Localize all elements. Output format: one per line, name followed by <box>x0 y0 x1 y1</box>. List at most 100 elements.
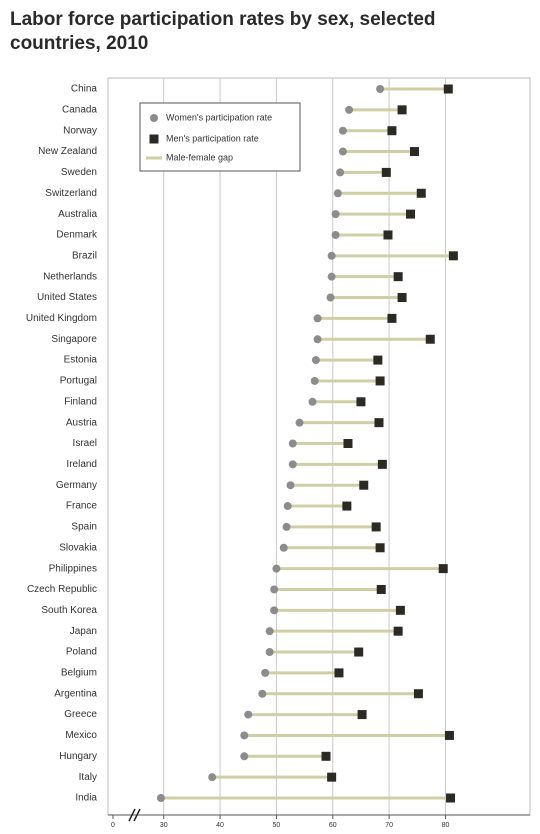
legend-men-marker <box>149 134 159 144</box>
women-dot <box>327 251 336 260</box>
legend-box <box>139 102 301 172</box>
category-label: New Zealand <box>38 146 97 157</box>
category-label: Belgium <box>61 668 97 679</box>
women-dot <box>288 460 297 469</box>
women-dot <box>156 794 165 802</box>
men-square <box>357 710 367 720</box>
category-label: Brazil <box>72 250 97 261</box>
men-square <box>375 543 385 553</box>
men-square <box>373 355 383 365</box>
men-square <box>321 751 331 761</box>
category-label: Argentina <box>54 688 97 699</box>
women-dot <box>288 439 297 448</box>
men-square <box>397 293 407 303</box>
men-square <box>416 188 426 198</box>
women-dot <box>313 314 322 323</box>
x-tick-label: 0 <box>111 822 115 829</box>
x-tick-label: 80 <box>442 822 450 829</box>
category-label: Philippines <box>49 563 97 574</box>
category-label: Australia <box>58 209 97 220</box>
women-dot <box>345 105 354 114</box>
men-square <box>425 334 435 344</box>
women-dot <box>338 126 347 135</box>
women-dot <box>270 606 279 615</box>
category-label: Estonia <box>64 355 98 366</box>
category-label: Mexico <box>65 730 97 741</box>
women-dot <box>308 397 317 406</box>
category-label: Austria <box>66 417 98 428</box>
category-label: Poland <box>66 647 97 658</box>
x-tick-label: 60 <box>329 822 337 829</box>
men-square <box>409 147 419 157</box>
category-label: Canada <box>62 104 97 115</box>
category-label: Greece <box>64 709 97 720</box>
category-label: France <box>66 501 98 512</box>
women-dot <box>258 689 267 698</box>
women-dot <box>313 335 322 344</box>
men-square <box>413 689 423 699</box>
legend-label: Men's participation rate <box>166 133 259 143</box>
women-dot <box>283 502 292 511</box>
women-dot <box>261 668 270 677</box>
men-square <box>376 584 386 594</box>
category-label: India <box>75 793 97 804</box>
men-square <box>395 605 405 615</box>
men-square <box>343 439 353 448</box>
women-dot <box>295 418 304 427</box>
women-dot <box>265 627 274 636</box>
men-square <box>342 501 352 511</box>
women-dot <box>265 648 274 657</box>
women-dot <box>331 210 340 219</box>
women-dot <box>270 585 279 594</box>
men-square <box>393 626 403 636</box>
category-label: Israel <box>73 438 97 449</box>
category-label: Netherlands <box>43 271 97 282</box>
category-label: South Korea <box>41 605 97 616</box>
men-square <box>387 313 397 323</box>
category-label: Portugal <box>60 376 97 387</box>
legend-label: Male-female gap <box>166 152 233 162</box>
category-label: Switzerland <box>45 188 97 199</box>
x-tick-label: 50 <box>273 822 281 829</box>
women-dot <box>286 481 295 490</box>
men-square <box>371 522 381 532</box>
category-label: Slovakia <box>59 542 97 553</box>
women-dot <box>240 731 249 740</box>
plot-frame <box>107 77 531 816</box>
category-label: Ireland <box>66 459 97 470</box>
axis-break <box>133 808 141 822</box>
women-dot <box>326 293 335 302</box>
category-label: Czech Republic <box>27 584 97 595</box>
category-label: Japan <box>70 626 97 637</box>
men-square <box>354 647 364 657</box>
women-dot <box>338 147 347 156</box>
x-tick-label: 70 <box>385 822 393 829</box>
category-label: Germany <box>56 480 97 491</box>
men-square <box>359 480 369 490</box>
women-dot <box>244 710 253 719</box>
legend-women-marker <box>150 114 158 122</box>
men-square <box>375 376 385 386</box>
legend-label: Women's participation rate <box>166 112 272 122</box>
women-dot <box>327 272 336 281</box>
women-dot <box>310 376 319 385</box>
women-dot <box>208 773 217 782</box>
men-square <box>406 209 416 219</box>
women-dot <box>376 85 385 93</box>
women-dot <box>240 752 249 761</box>
category-label: Finland <box>64 396 97 407</box>
women-dot <box>331 230 340 239</box>
category-label: Singapore <box>51 334 97 345</box>
men-square <box>397 105 407 115</box>
men-square <box>374 418 384 428</box>
women-dot <box>272 564 281 573</box>
x-tick-label: 30 <box>160 822 168 829</box>
men-square <box>387 126 397 136</box>
men-square <box>334 668 344 678</box>
men-square <box>448 251 458 261</box>
category-label: Hungary <box>59 751 97 762</box>
axis-break <box>128 808 136 822</box>
category-label: United States <box>37 292 97 303</box>
women-dot <box>279 543 288 552</box>
